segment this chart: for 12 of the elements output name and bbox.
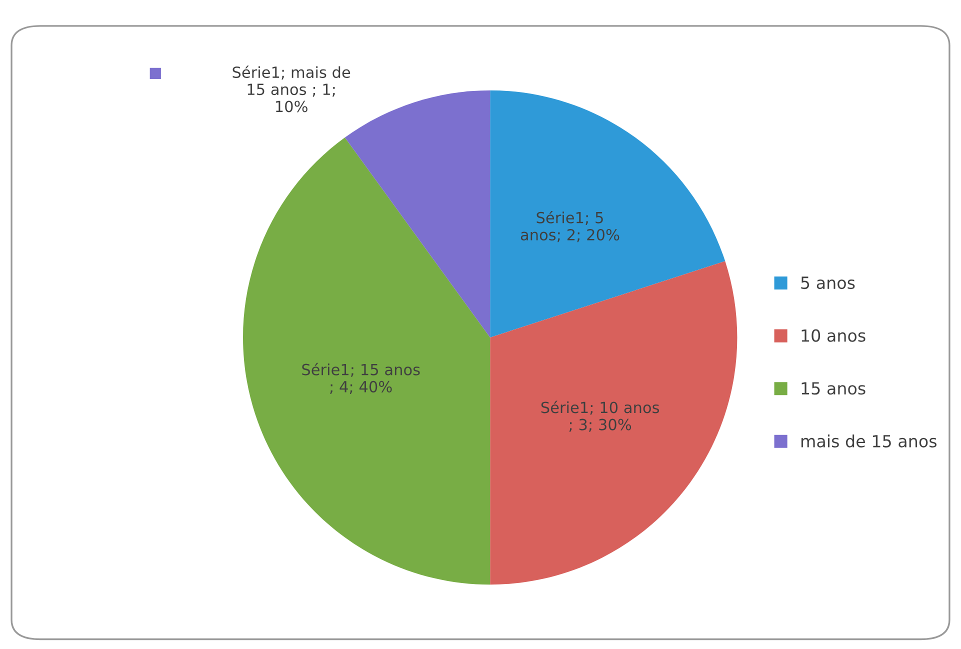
data-label: Série1; 10 anos ; 3; 30% xyxy=(541,400,660,432)
legend-label: 15 anos xyxy=(802,382,866,395)
legend-label: 5 anos xyxy=(801,276,855,290)
pie-slice xyxy=(344,90,490,338)
pie-slice xyxy=(243,138,490,585)
legend-label: mais de 15 anos xyxy=(801,434,936,448)
legend-label: 10 anos xyxy=(802,329,866,342)
data-label: Série1; 15 anos ; 4; 40% xyxy=(302,362,420,394)
pie-slice xyxy=(490,90,726,338)
data-label: Série1; 5 anos; 2; 20% xyxy=(520,210,620,242)
data-label: Série1; mais de 15 anos ; 1; 10% xyxy=(232,66,350,112)
pie-slice xyxy=(490,261,738,585)
